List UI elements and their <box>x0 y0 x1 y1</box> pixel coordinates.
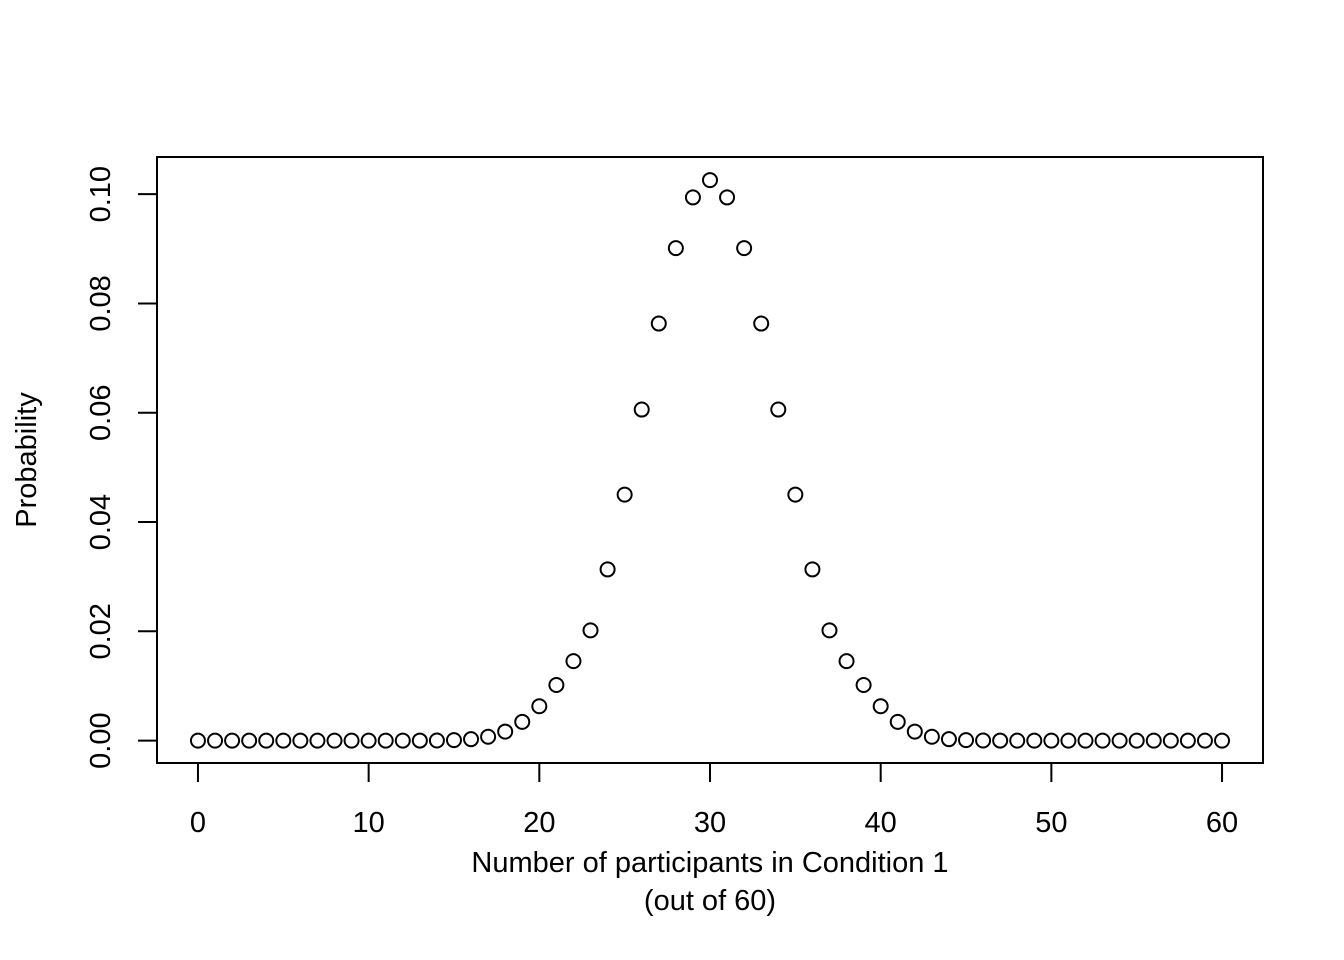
data-point <box>1009 732 1026 749</box>
data-point <box>616 486 633 503</box>
data-point <box>992 732 1009 749</box>
data-point <box>872 698 889 715</box>
data-point <box>582 622 599 639</box>
data-point <box>1128 732 1145 749</box>
data-point <box>1077 732 1094 749</box>
data-point <box>275 732 292 749</box>
x-axis-label: Number of participants in Condition 1 <box>471 847 948 879</box>
data-point <box>343 732 360 749</box>
data-point <box>889 713 906 730</box>
data-point <box>719 189 736 206</box>
data-point <box>360 732 377 749</box>
data-point <box>531 698 548 715</box>
x-tick-label: 50 <box>1035 807 1067 839</box>
data-point <box>241 732 258 749</box>
data-point <box>1145 732 1162 749</box>
y-tick-label: 0.04 <box>85 494 117 550</box>
y-tick-label: 0.10 <box>85 166 117 222</box>
x-tick-label: 0 <box>190 807 206 839</box>
data-point <box>599 561 616 578</box>
x-tick-label: 10 <box>353 807 385 839</box>
data-point <box>821 622 838 639</box>
data-point <box>753 315 770 332</box>
data-point <box>292 732 309 749</box>
data-point <box>207 732 224 749</box>
data-point <box>633 401 650 418</box>
data-point <box>258 732 275 749</box>
y-tick-label: 0.06 <box>85 385 117 441</box>
data-point <box>463 731 480 748</box>
data-point <box>189 732 206 749</box>
x-tick-label: 40 <box>865 807 897 839</box>
data-point <box>855 676 872 693</box>
y-axis-label: Probability <box>11 392 43 528</box>
plot-frame <box>156 156 1264 764</box>
x-tick-label: 20 <box>523 807 555 839</box>
data-point <box>428 732 445 749</box>
data-point <box>224 732 241 749</box>
data-point <box>1026 732 1043 749</box>
data-point <box>480 728 497 745</box>
x-axis-label-subtitle: (out of 60) <box>644 885 776 917</box>
data-point <box>326 732 343 749</box>
data-point <box>736 240 753 257</box>
data-point <box>497 723 514 740</box>
x-axis: 0 10 20 30 40 50 60 <box>190 762 1238 839</box>
data-point <box>684 189 701 206</box>
data-point <box>940 731 957 748</box>
x-tick-label: 30 <box>694 807 726 839</box>
data-point <box>1196 732 1213 749</box>
data-point <box>906 723 923 740</box>
x-tick-label: 60 <box>1206 807 1238 839</box>
data-point <box>1043 732 1060 749</box>
data-point <box>411 732 428 749</box>
data-point <box>923 728 940 745</box>
data-point <box>1094 732 1111 749</box>
data-point <box>514 713 531 730</box>
data-point <box>650 315 667 332</box>
data-point <box>667 240 684 257</box>
data-point <box>1214 732 1231 749</box>
data-point <box>1179 732 1196 749</box>
data-point <box>394 732 411 749</box>
data-point <box>309 732 326 749</box>
data-point <box>804 561 821 578</box>
y-axis: 0.00 0.02 0.04 0.06 0.08 0.10 <box>85 166 158 769</box>
data-point <box>958 732 975 749</box>
data-point <box>377 732 394 749</box>
data-point <box>1060 732 1077 749</box>
data-points <box>189 172 1231 749</box>
y-tick-label: 0.00 <box>85 712 117 768</box>
data-point <box>838 653 855 670</box>
data-point <box>548 676 565 693</box>
data-point <box>445 732 462 749</box>
data-point <box>787 486 804 503</box>
data-point <box>565 653 582 670</box>
data-point <box>702 172 718 189</box>
y-tick-label: 0.08 <box>85 275 117 331</box>
data-point <box>770 401 787 418</box>
data-point <box>1162 732 1179 749</box>
data-point <box>1111 732 1128 749</box>
data-point <box>975 732 992 749</box>
y-tick-label: 0.02 <box>85 603 117 659</box>
